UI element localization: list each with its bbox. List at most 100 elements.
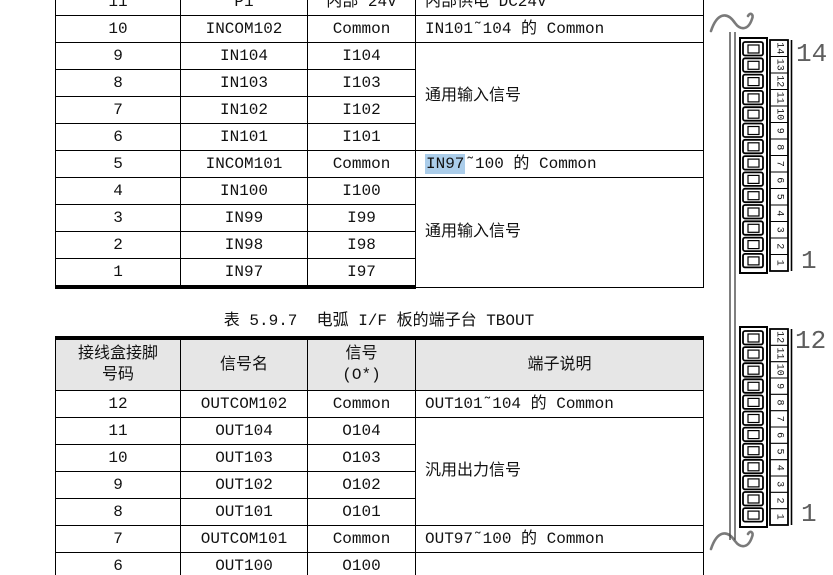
table-row: 11 P1 内部 24V 内部供电 DC24V xyxy=(55,0,704,16)
table-row: 12 OUTCOM102 Common OUT101˜104 的 Common xyxy=(55,390,704,418)
pin-number: 9 xyxy=(774,383,785,389)
cell-pin: 8 xyxy=(55,69,181,97)
cell-code: I100 xyxy=(307,177,416,205)
table-row: 8 OUT101 O101 xyxy=(55,498,704,526)
pin-number: 5 xyxy=(774,194,785,200)
cell-desc: IN101˜104 的 Common xyxy=(415,15,704,43)
pin-number: 7 xyxy=(774,161,785,167)
table-row: 2 IN98 I98 xyxy=(55,231,704,259)
cell-desc-empty xyxy=(415,552,704,575)
table-row: 10 OUT103 O103 xyxy=(55,444,704,472)
cell-signal: IN104 xyxy=(180,42,308,70)
break-squiggle-bottom-icon xyxy=(709,530,754,551)
cell-pin: 8 xyxy=(55,498,181,526)
pin-number: 3 xyxy=(774,227,785,233)
table-row: 1 IN97 I97 xyxy=(55,258,704,289)
cell-signal: OUTCOM101 xyxy=(180,525,308,553)
pin-number: 11 xyxy=(774,347,785,359)
cell-desc: 内部供电 DC24V xyxy=(415,0,704,16)
pin-number: 2 xyxy=(774,243,785,249)
pin-number: 6 xyxy=(774,432,785,438)
cell-code: I104 xyxy=(307,42,416,70)
pin-number: 11 xyxy=(774,92,785,104)
table-row: 6 OUT100 O100 xyxy=(55,552,704,575)
tbout-table: 接线盒接脚 号码 信号名 信号 (O*) 端子说明 12 OUTCOM102 C… xyxy=(55,336,704,575)
cell-code: I101 xyxy=(307,123,416,151)
cell-code: Common xyxy=(307,390,416,418)
cell-code: Common xyxy=(307,15,416,43)
cell-desc-merged: 汎用出力信号 xyxy=(415,417,704,526)
cell-desc: OUT97˜100 的 Common xyxy=(415,525,704,553)
pin-number: 1 xyxy=(774,514,785,520)
cell-signal: OUTCOM102 xyxy=(180,390,308,418)
cell-code: I102 xyxy=(307,96,416,124)
break-lines xyxy=(729,32,736,540)
pin-number: 13 xyxy=(774,59,785,71)
cell-pin: 10 xyxy=(55,15,181,43)
pin-number: 4 xyxy=(774,210,785,216)
header-code-line1: 信号 xyxy=(345,345,378,364)
header-pin: 接线盒接脚 号码 xyxy=(55,336,181,391)
cell-desc-merged: 通用输入信号 xyxy=(415,42,704,151)
cell-code: I97 xyxy=(307,258,416,289)
cell-signal: IN102 xyxy=(180,96,308,124)
pin-number: 1 xyxy=(774,260,785,266)
pin-number: 5 xyxy=(774,448,785,454)
desc-text: ˜100 的 Common xyxy=(465,154,597,173)
cell-signal: IN100 xyxy=(180,177,308,205)
cell-code: I99 xyxy=(307,204,416,232)
table-row: 11 OUT104 O104 汎用出力信号 xyxy=(55,417,704,526)
break-squiggle-top-icon xyxy=(709,12,754,33)
header-pin-line2: 号码 xyxy=(101,366,134,384)
terminal-block-diagram: 14 13 12 11 10 9 8 7 6 5 4 3 2 1 14 1 xyxy=(709,12,827,551)
cell-code: 内部 24V xyxy=(307,0,416,16)
pin-number: 12 xyxy=(774,331,785,343)
cell-code: O101 xyxy=(307,498,416,526)
cell-signal: INCOM101 xyxy=(180,150,308,178)
cell-signal: IN99 xyxy=(180,204,308,232)
top-terminal-block: 14 13 12 11 10 9 8 7 6 5 4 3 2 1 14 1 xyxy=(739,37,827,276)
table-row: 10 INCOM102 Common IN101˜104 的 Common xyxy=(55,15,704,43)
cell-code: O104 xyxy=(307,417,416,445)
cell-desc: IN97˜100 的 Common xyxy=(415,150,704,178)
pin-number: 10 xyxy=(774,108,785,120)
header-code: 信号 (O*) xyxy=(307,336,416,391)
table-caption: 表 5.9.7 电弧 I/F 板的端子台 TBOUT xyxy=(223,312,535,330)
cell-signal: INCOM102 xyxy=(180,15,308,43)
cell-pin: 1 xyxy=(55,258,181,289)
pin-number: 12 xyxy=(774,75,785,87)
pin-number: 6 xyxy=(774,177,785,183)
pin-number: 9 xyxy=(774,128,785,134)
cell-pin: 11 xyxy=(55,0,181,16)
pin-range-label-bottom: 1 xyxy=(801,499,817,529)
cell-desc-merged: 通用输入信号 xyxy=(415,177,704,288)
pin-number: 7 xyxy=(774,416,785,422)
selected-text: IN97 xyxy=(425,153,466,174)
table-row: 4 IN100 I100 通用输入信号 xyxy=(55,177,704,288)
header-signal: 信号名 xyxy=(180,336,308,391)
pin-range-label-bottom: 1 xyxy=(801,246,817,276)
bottom-terminal-block: 12 11 10 9 8 7 6 5 4 3 2 1 12 1 xyxy=(739,326,826,529)
cell-code: Common xyxy=(307,525,416,553)
pin-number: 2 xyxy=(774,497,785,503)
cell-signal: IN101 xyxy=(180,123,308,151)
cell-pin: 7 xyxy=(55,96,181,124)
cell-pin: 6 xyxy=(55,552,181,575)
cell-signal: OUT103 xyxy=(180,444,308,472)
cell-signal: OUT101 xyxy=(180,498,308,526)
cell-signal: P1 xyxy=(180,0,308,16)
cell-pin: 2 xyxy=(55,231,181,259)
table-row: 7 OUTCOM101 Common OUT97˜100 的 Common xyxy=(55,525,704,553)
pin-number: 8 xyxy=(774,144,785,150)
cell-pin: 11 xyxy=(55,417,181,445)
table-row: 5 INCOM101 Common IN97˜100 的 Common xyxy=(55,150,704,178)
table-row: 3 IN99 I99 xyxy=(55,204,704,232)
cell-code: O103 xyxy=(307,444,416,472)
header-desc: 端子说明 xyxy=(415,336,704,391)
table-row: 8 IN103 I103 xyxy=(55,69,704,97)
cell-signal: OUT104 xyxy=(180,417,308,445)
pin-number: 3 xyxy=(774,481,785,487)
cell-pin: 6 xyxy=(55,123,181,151)
cell-pin: 4 xyxy=(55,177,181,205)
pin-range-label-top: 14 xyxy=(796,39,827,69)
